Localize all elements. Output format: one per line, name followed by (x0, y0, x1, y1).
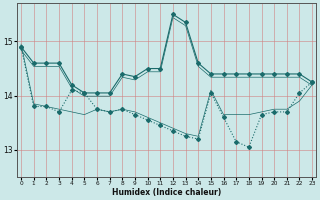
X-axis label: Humidex (Indice chaleur): Humidex (Indice chaleur) (112, 188, 221, 197)
